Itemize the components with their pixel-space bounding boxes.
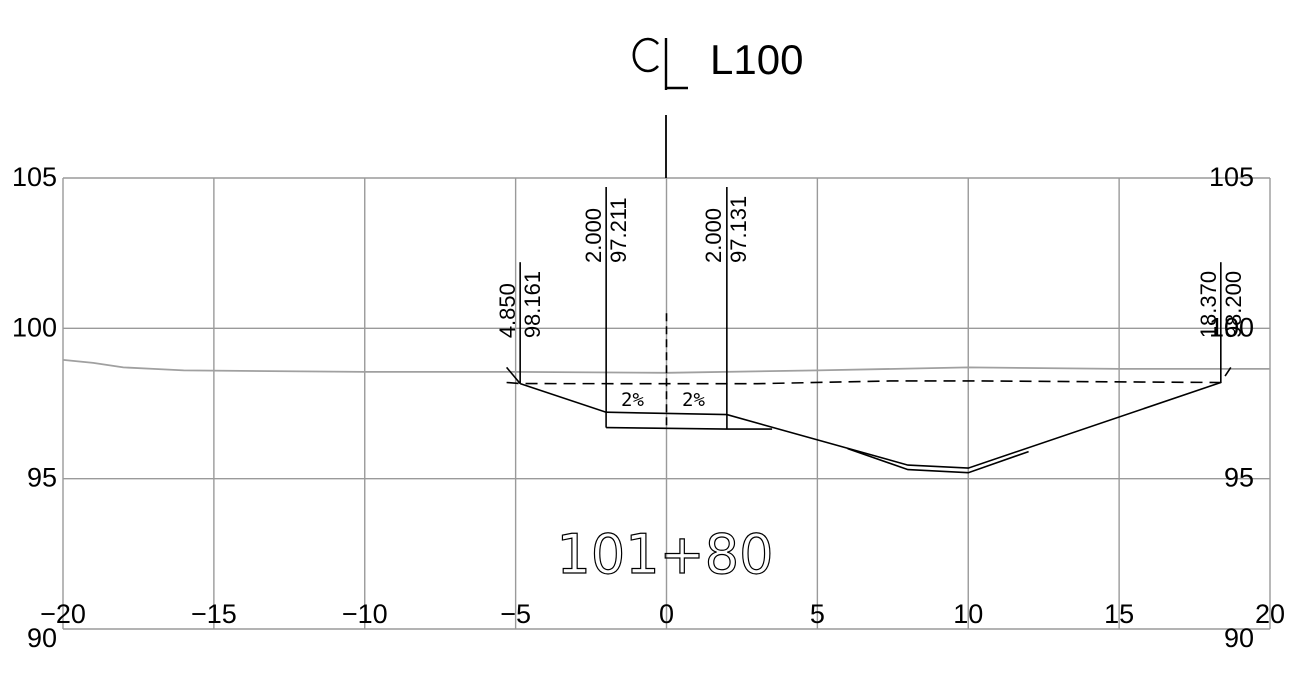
x-tick-label: −10 [342,599,388,629]
offset-label: 2.000 [581,208,606,263]
x-tick-label: −15 [191,599,237,629]
slope-label-left: 2% [621,389,644,411]
elevation-label: 98.161 [520,271,545,338]
y-tick-label-left: 105 [12,162,57,192]
y-tick-label-right: 105 [1209,162,1254,192]
elevation-label: 97.211 [606,197,631,263]
pavement-bottom-line [606,426,773,430]
centerline-label: L100 [710,36,803,83]
x-tick-label: 5 [810,599,825,629]
ditch-liner-line [847,447,1029,474]
offset-label: 4.850 [495,283,520,338]
x-tick-label: −5 [500,599,531,629]
existing-ground-layer [62,359,1270,374]
centerline-symbol [632,37,688,90]
y-tick-label-left: 90 [27,623,57,653]
slope-label-right: 2% [682,389,705,411]
x-tick-label: 15 [1104,599,1134,629]
offset-label: 18.370 [1196,271,1221,338]
x-tick-label: 0 [659,599,674,629]
offset-label: 2.000 [701,208,726,263]
elevation-label: 97.131 [726,196,751,263]
y-tick-label-right: 100 [1209,312,1254,342]
x-tick-label: 20 [1255,599,1285,629]
left-tie-line [505,366,521,385]
existing-ground-line [62,359,1270,374]
y-tick-label-right: 95 [1224,463,1254,493]
station-label: 101+80 [556,523,773,586]
design-section-layer [505,313,1232,474]
y-tick-label-left: 95 [27,463,57,493]
elevation-label: 98.200 [1221,271,1246,338]
subgrade-surface-line [519,381,1222,469]
y-tick-label-right: 90 [1224,623,1254,653]
y-tick-label-left: 100 [12,312,57,342]
x-tick-label: −20 [40,599,86,629]
x-tick-label: 10 [953,599,983,629]
